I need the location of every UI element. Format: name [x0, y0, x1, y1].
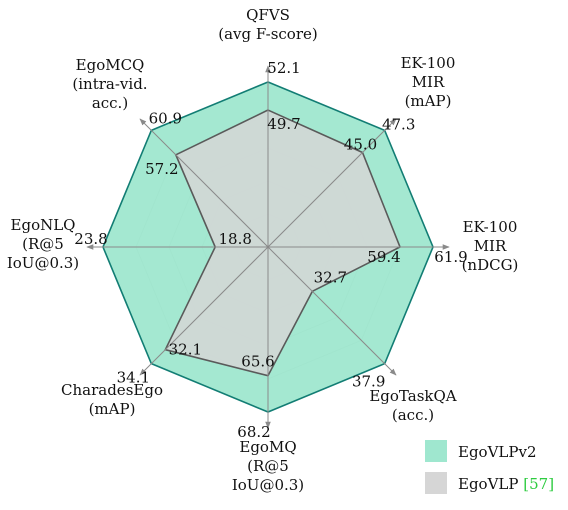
value-label-egovlpv2-8: 60.9 [149, 109, 182, 127]
axis-labels: QFVS (avg F-score)EK-100 MIR (mAP)EK-100 MIR… [7, 6, 519, 494]
axis-label-line: (avg F-score) [218, 25, 317, 43]
value-label-egovlpv2-2: 47.3 [382, 115, 415, 133]
axis-label-line: (mAP) [89, 400, 136, 418]
legend-swatch-egovlpv2 [425, 440, 447, 462]
legend: EgoVLPv2 EgoVLP [57] [425, 440, 554, 494]
legend-label-egovlpv2-text: EgoVLPv2 [458, 443, 537, 461]
value-label-egovlpv2-5: 68.2 [237, 423, 270, 441]
value-label-egovlp-7: 18.8 [218, 230, 251, 248]
axis-label-4: EgoTaskQA (acc.) [369, 387, 456, 424]
value-label-egovlp-2: 45.0 [344, 135, 377, 153]
axis-label-7: EgoNLQ (R@5 IoU@0.3) [7, 216, 79, 272]
axis-label-line: (intra-vid. [72, 75, 147, 93]
axis-label-line: EK-100 [401, 54, 456, 72]
legend-label-egovlp: EgoVLP [57] [458, 475, 554, 493]
axis-label-line: EgoMQ [239, 438, 296, 456]
axis-label-line: (R@5 [247, 457, 289, 475]
value-label-egovlp-6: 32.1 [169, 341, 202, 359]
axis-label-1: QFVS (avg F-score) [218, 6, 317, 43]
value-labels: 52.1 47.3 61.9 37.9 68.2 34.1 23.8 60.9 49.7 45.0… [74, 59, 467, 441]
axis-label-6: CharadesEgo (mAP) [61, 381, 163, 418]
value-label-egovlpv2-3: 61.9 [434, 248, 467, 266]
axis-label-line: IoU@0.3) [7, 254, 79, 272]
axis-label-3: EK-100 MIR (nDCG) [462, 218, 519, 274]
axis-label-line: MIR [474, 237, 507, 255]
axis-line-8 [139, 118, 269, 248]
axis-label-line: (R@5 [22, 235, 64, 253]
legend-label-egovlp-text: EgoVLP [458, 475, 523, 493]
axis-label-line: (mAP) [405, 92, 452, 110]
legend-label-egovlpv2: EgoVLPv2 [458, 443, 537, 461]
value-label-egovlpv2-7: 23.8 [74, 230, 107, 248]
axis-label-2: EK-100 MIR (mAP) [401, 54, 456, 110]
axis-label-line: (acc.) [392, 406, 434, 424]
axis-label-line: MIR [412, 73, 445, 91]
radar-axes [86, 65, 450, 429]
legend-swatch-egovlp [425, 472, 447, 494]
axis-line-4 [267, 246, 397, 376]
axis-line-6 [139, 246, 269, 376]
axis-label-line: EgoMCQ [76, 56, 145, 74]
axis-label-line: acc.) [92, 94, 128, 112]
axis-label-line: EgoTaskQA [369, 387, 456, 405]
axis-label-5: EgoMQ (R@5 IoU@0.3) [232, 438, 304, 494]
value-label-egovlp-4: 32.7 [314, 268, 347, 286]
value-label-egovlp-5: 65.6 [241, 353, 274, 371]
axis-label-line: EgoNLQ [11, 216, 76, 234]
axis-line-2 [267, 118, 397, 248]
axis-label-line: QFVS [246, 6, 290, 24]
axis-label-line: CharadesEgo [61, 381, 163, 399]
value-label-egovlp-1: 49.7 [267, 115, 300, 133]
legend-citation-ref: [57] [523, 475, 554, 493]
value-label-egovlpv2-1: 52.1 [267, 59, 300, 77]
axis-label-8: EgoMCQ (intra-vid. acc.) [72, 56, 147, 112]
value-label-egovlpv2-4: 37.9 [352, 373, 385, 391]
value-label-egovlpv2-6: 34.1 [117, 369, 150, 387]
value-label-egovlp-8: 57.2 [145, 160, 178, 178]
axis-label-line: EK-100 [463, 218, 518, 236]
value-label-egovlp-3: 59.4 [367, 248, 400, 266]
axis-label-line: IoU@0.3) [232, 476, 304, 494]
axis-label-line: (nDCG) [462, 256, 519, 274]
